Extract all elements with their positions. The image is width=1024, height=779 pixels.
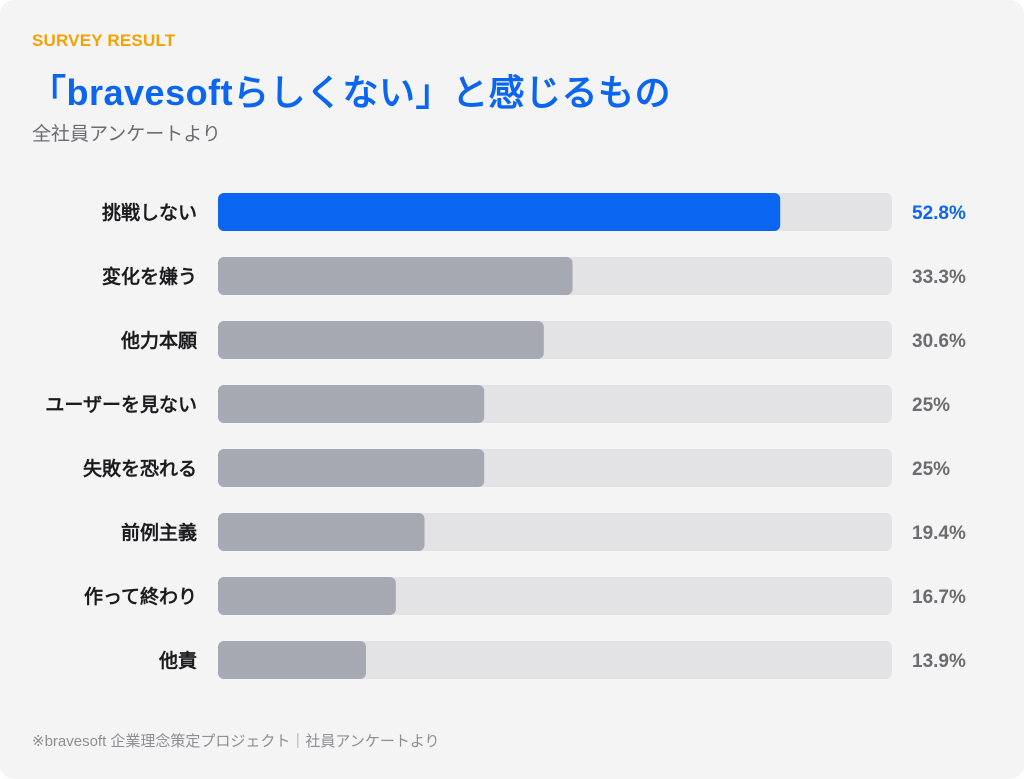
category-label: ユーザーを見ない (45, 394, 197, 416)
value-label: 52.8% (912, 203, 966, 224)
value-label: 19.4% (912, 523, 966, 544)
bar-row: 変化を嫌う 33.3% (102, 257, 966, 295)
value-label: 30.6% (912, 331, 966, 352)
page-subtitle: 全社員アンケートより (32, 124, 221, 145)
bar-row: 作って終わり 16.7% (84, 577, 966, 615)
value-label: 16.7% (912, 587, 966, 608)
value-label: 25% (912, 395, 950, 416)
value-label: 13.9% (912, 651, 966, 672)
bar-row: 他責 13.9% (158, 641, 966, 679)
category-label: 変化を嫌う (102, 265, 197, 288)
bar-row: 他力本願 30.6% (120, 321, 966, 359)
bar-row: 前例主義 19.4% (121, 513, 966, 551)
category-label: 他力本願 (120, 329, 198, 352)
bar (218, 641, 367, 679)
category-label: 前例主義 (121, 521, 197, 544)
bar-row: 挑戦しない 52.8% (102, 193, 966, 231)
category-label: 挑戦しない (102, 201, 197, 224)
value-label: 33.3% (912, 267, 966, 288)
bar (218, 513, 425, 551)
bar (218, 449, 485, 487)
bar-track (218, 641, 892, 679)
eyebrow-label: SURVEY RESULT (32, 31, 176, 50)
bar-row: 失敗を恐れる 25% (83, 449, 950, 487)
bar (218, 257, 573, 295)
bar (218, 385, 485, 423)
bar (218, 577, 396, 615)
footer-note: ※bravesoft 企業理念策定プロジェクト｜社員アンケートより (32, 733, 440, 750)
bar (218, 193, 781, 231)
page-title: 「bravesoftらしくない」と感じるもの (30, 72, 672, 113)
bar-row: ユーザーを見ない 25% (45, 385, 950, 423)
bar (218, 321, 544, 359)
value-label: 25% (912, 459, 950, 480)
category-label: 失敗を恐れる (83, 457, 197, 480)
category-label: 他責 (158, 649, 197, 672)
category-label: 作って終わり (84, 585, 197, 608)
